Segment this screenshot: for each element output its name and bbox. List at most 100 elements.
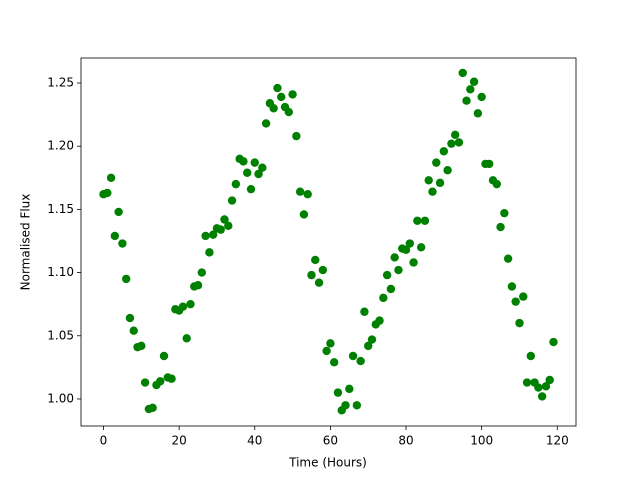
point <box>333 388 343 397</box>
point <box>420 216 430 225</box>
point <box>537 392 547 401</box>
point <box>314 278 324 287</box>
y-axis-label: Normalised Flux <box>19 194 33 291</box>
point <box>352 401 362 410</box>
point <box>140 378 150 387</box>
x-tick-label: 60 <box>323 434 338 448</box>
point <box>167 374 176 383</box>
y-tick-label: 1.10 <box>47 265 74 279</box>
point <box>208 230 218 239</box>
x-tick-label: 0 <box>100 434 108 448</box>
point <box>114 207 123 217</box>
point <box>178 302 188 311</box>
point <box>447 139 456 148</box>
point <box>450 130 460 140</box>
point <box>379 293 388 303</box>
point <box>118 239 127 248</box>
point <box>522 378 532 387</box>
point <box>405 239 415 248</box>
x-tick-label: 20 <box>171 434 186 448</box>
point <box>277 92 286 102</box>
point <box>364 341 373 351</box>
point <box>103 188 112 198</box>
point <box>303 190 312 199</box>
y-tick-label: 1.05 <box>47 328 74 342</box>
point <box>386 284 396 294</box>
point <box>254 169 263 179</box>
point <box>356 356 365 366</box>
point <box>466 85 475 94</box>
point <box>348 351 358 361</box>
point <box>462 96 471 105</box>
point <box>432 158 441 167</box>
point <box>492 179 501 189</box>
point <box>435 178 445 188</box>
point <box>258 163 267 172</box>
point <box>416 243 426 252</box>
point <box>409 258 418 267</box>
point <box>375 316 384 325</box>
point <box>273 83 282 93</box>
point <box>307 270 316 280</box>
point <box>216 225 225 234</box>
point <box>367 335 377 344</box>
point <box>220 215 229 224</box>
point <box>326 339 335 348</box>
point <box>137 341 146 351</box>
point <box>299 210 309 219</box>
point <box>341 401 350 410</box>
point <box>503 254 513 263</box>
point <box>231 179 241 189</box>
point <box>269 104 278 113</box>
point <box>515 318 524 328</box>
point <box>496 222 505 232</box>
point <box>148 403 157 413</box>
x-axis-label: Time (Hours) <box>288 456 367 470</box>
point <box>311 255 320 265</box>
point <box>545 375 554 385</box>
y-tick-label: 1.20 <box>47 139 74 153</box>
point <box>121 274 131 284</box>
point <box>318 265 328 275</box>
point <box>454 138 464 147</box>
point <box>549 337 558 347</box>
y-tick-label: 1.00 <box>47 391 74 405</box>
point <box>534 383 543 392</box>
point <box>401 245 411 255</box>
point <box>106 173 116 183</box>
point <box>125 313 135 323</box>
point <box>193 281 203 290</box>
point <box>394 265 403 275</box>
point <box>443 166 452 175</box>
point <box>541 382 551 391</box>
point <box>322 346 331 356</box>
point <box>284 107 293 117</box>
point <box>485 159 494 169</box>
point <box>329 358 339 367</box>
point <box>197 268 207 277</box>
point <box>159 351 169 361</box>
point <box>250 158 259 167</box>
point <box>382 270 392 280</box>
point <box>292 131 301 141</box>
point <box>511 297 520 306</box>
y-tick-label: 1.15 <box>47 202 74 216</box>
point <box>428 187 437 196</box>
point <box>129 326 138 335</box>
point <box>246 184 256 194</box>
point <box>439 147 449 156</box>
point <box>473 109 483 118</box>
point <box>360 307 369 316</box>
point <box>507 282 517 291</box>
point <box>390 253 399 262</box>
point <box>469 77 479 86</box>
point <box>205 248 214 257</box>
point <box>477 92 486 102</box>
point <box>110 231 120 241</box>
point <box>295 187 305 196</box>
point <box>224 221 233 231</box>
point <box>156 377 165 386</box>
point <box>458 68 467 78</box>
point <box>500 208 509 218</box>
